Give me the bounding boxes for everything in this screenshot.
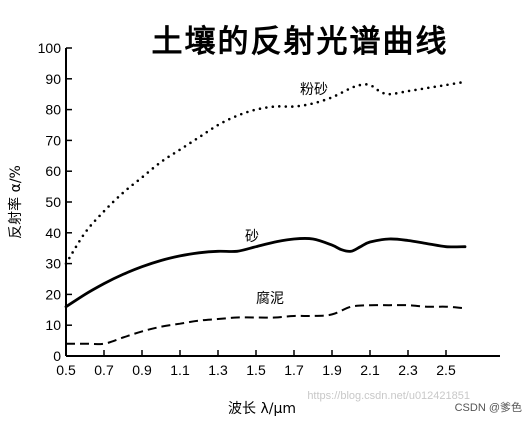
series-line-muck: [66, 304, 466, 346]
watermark-url: https://blog.csdn.net/u012421851: [307, 390, 470, 402]
y-axis-label: 反射率 α/%: [7, 165, 24, 239]
y-axis-ticks: 0 10 20 30 40 50 60 70 80 90 100: [38, 40, 72, 364]
x-tick-label: 0.7: [94, 362, 114, 378]
x-axis-label: 波长 λ/μm: [228, 401, 296, 417]
series-label-silt: 粉砂: [300, 82, 328, 98]
y-tick-label: 70: [45, 132, 61, 148]
series-label-muck: 腐泥: [256, 290, 284, 307]
x-tick-label: 2.3: [398, 362, 418, 378]
y-tick-label: 100: [38, 40, 62, 56]
x-tick-label: 0.5: [56, 362, 76, 378]
x-tick-label: 1.7: [284, 362, 304, 378]
chart-title: 土壤的反射光谱曲线: [152, 24, 449, 60]
y-tick-label: 10: [45, 317, 61, 333]
series-label-sand: 砂: [245, 229, 259, 245]
x-tick-label: 1.9: [322, 362, 342, 378]
y-tick-label: 50: [45, 194, 61, 210]
series-layer: [64, 80, 467, 346]
x-tick-label: 0.9: [132, 362, 152, 378]
x-tick-label: 1.1: [170, 362, 190, 378]
series-line-silt: [64, 80, 467, 265]
series-line-sand: [64, 236, 467, 309]
y-tick-label: 0: [53, 348, 61, 364]
x-tick-label: 1.5: [246, 362, 266, 378]
csdn-brand: CSDN @爹色: [455, 400, 522, 414]
x-tick-label: 1.3: [208, 362, 228, 378]
x-tick-label: 2.1: [360, 362, 380, 378]
y-tick-label: 80: [45, 102, 61, 118]
x-axis-ticks: 0.5 0.7 0.9 1.1 1.3 1.5 1.7 1.9 2.1 2.3 2.5: [56, 350, 456, 378]
y-tick-label: 30: [45, 256, 61, 272]
y-tick-label: 60: [45, 163, 61, 179]
y-tick-label: 90: [45, 71, 61, 87]
y-tick-label: 40: [45, 225, 61, 241]
y-tick-label: 20: [45, 286, 61, 302]
x-tick-label: 2.5: [436, 362, 456, 378]
plot-area: 0 10 20 30 40 50 60 70 80 90 100 0.5 0.7 0.9 1.1 1.3 1.…: [38, 40, 500, 378]
